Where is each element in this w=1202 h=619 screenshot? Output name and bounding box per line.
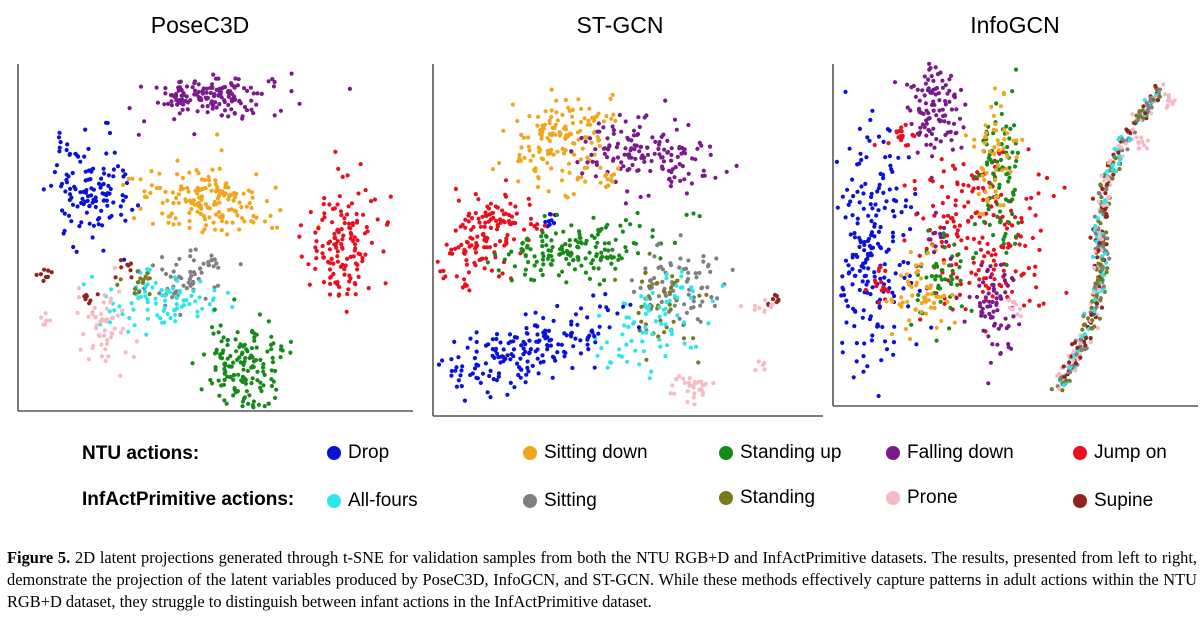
tsne-plot-stgcn [432,64,823,417]
legend-infact-row: InfActPrimitive actions: All-fours Sitti… [0,487,1202,517]
legend-dot-drop-icon [327,446,341,460]
legend-heading-infact: InfActPrimitive actions: [82,489,295,510]
plot-axes [832,64,1198,407]
cluster-standing-up [485,210,702,287]
plot-axes [432,64,823,417]
legend-item-all-fours: All-fours [327,490,418,512]
legend-dot-sitting-down-icon [523,446,537,460]
plot-axes [17,64,413,412]
cluster-standing-up [190,297,293,410]
cluster-falling-down [926,210,953,261]
cluster-prone [753,359,767,373]
cluster-prone [739,298,775,314]
caption-text: 2D latent projections generated through … [7,548,1197,611]
legend-label: Sitting down [544,442,648,463]
legend-dot-prone-icon [886,491,900,505]
cluster-jump-on [886,122,917,148]
cluster-jump-on [297,149,393,314]
cluster-sitting [142,247,243,317]
panel-title-posec3d: PoseC3D [150,12,250,38]
legend-dot-falling-down-icon [886,446,900,460]
legend-item-prone: Prone [886,487,958,509]
legend-item-sitting: Sitting [523,490,597,512]
legend-label: Drop [348,442,390,463]
legend-dot-standing-up-icon [719,446,733,460]
cluster-supine [34,267,54,283]
cluster-standing [115,269,152,297]
cluster-prone [75,265,139,378]
legend-label: Falling down [907,442,1014,463]
cluster-jump-on [863,264,891,305]
legend-dot-sitting-icon [523,494,537,508]
legend-heading-ntu: NTU actions: [82,443,200,464]
tsne-plot-infogcn [832,61,1198,407]
legend-item-drop: Drop [327,442,389,464]
cluster-drop [41,120,141,262]
legend-label: Prone [907,487,958,508]
legend-label: All-fours [348,490,418,511]
legend-item-sitting-down: Sitting down [523,442,648,464]
cluster-falling-down [892,61,968,180]
legend-dot-all-fours-icon [327,494,341,508]
cluster-falling-down [127,71,352,137]
legend-item-standing: Standing [719,487,815,509]
cluster-sitting [629,233,735,333]
legend-item-standing-up: Standing up [719,442,841,464]
cluster-prone [39,311,53,327]
cluster-falling-down [569,98,739,206]
caption-label: Figure 5. [7,548,71,567]
cluster-infant-strand [1006,82,1177,393]
tsne-plot-posec3d [17,64,413,412]
legend-dot-standing-icon [719,491,733,505]
legend-label: Jump on [1094,442,1167,463]
cluster-supine [113,258,134,280]
legend-label: Standing up [740,442,842,463]
legend-label: Standing [740,487,816,508]
legend-dot-jump-on-icon [1073,446,1087,460]
cluster-supine [82,292,100,306]
panel-title-stgcn: ST-GCN [576,12,664,38]
legend-label: Supine [1094,490,1154,511]
legend-item-supine: Supine [1073,490,1153,512]
legend-label: Sitting [544,490,597,511]
cluster-jump-on [435,178,554,293]
cluster-falling-down [954,262,1022,386]
cluster-sitting-down [490,87,618,200]
cluster-sitting-down [121,132,321,237]
legend-dot-supine-icon [1073,494,1087,508]
cluster-sitting-down [598,165,621,189]
cluster-prone [668,374,716,407]
cluster-drop [436,292,642,403]
legend-ntu-row: NTU actions: Drop Sitting down Standing … [0,440,1202,470]
figure-caption: Figure 5. 2D latent projections generate… [7,547,1197,613]
legend-item-jump-on: Jump on [1073,442,1167,464]
legend-item-falling-down: Falling down [886,442,1014,464]
cluster-sitting-down [963,86,1025,217]
cluster-all-fours [593,269,725,381]
panel-title-infogcn: InfoGCN [970,12,1060,38]
cluster-sitting-down [884,231,958,342]
